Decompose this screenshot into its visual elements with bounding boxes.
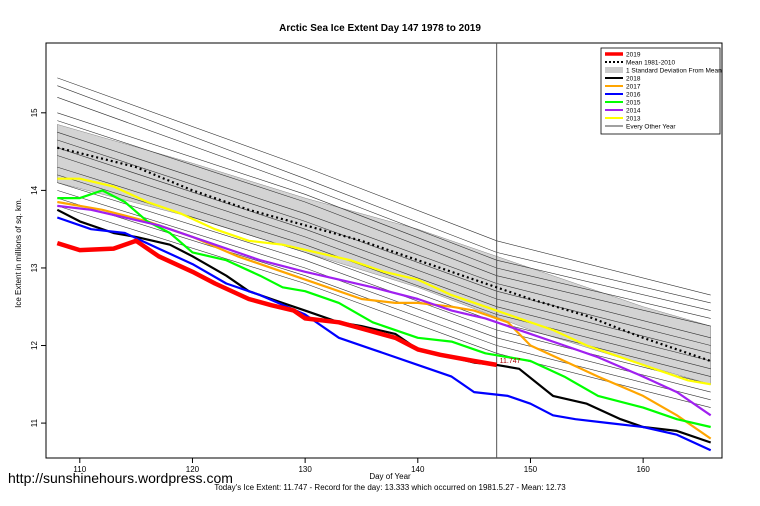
y-tick-label: 11	[30, 418, 39, 427]
other-year-line-2	[57, 97, 711, 311]
series-2015-line	[57, 189, 711, 429]
legend-label: 2017	[626, 84, 641, 91]
legend-swatch	[605, 67, 623, 73]
x-tick-label: 120	[186, 465, 200, 474]
x-tick-label: 140	[411, 465, 425, 474]
series-2016-line	[56, 216, 712, 452]
y-tick-label: 13	[30, 263, 39, 272]
legend-label: 2015	[626, 100, 641, 107]
legend-label: 2019	[626, 52, 641, 59]
legend-label: Every Other Year	[626, 124, 676, 131]
other-year-line-5	[57, 131, 711, 339]
y-tick-label: 12	[30, 341, 39, 350]
other-year-line-4	[57, 120, 711, 327]
y-tick-label: 14	[30, 185, 39, 194]
series-2014-line	[57, 204, 712, 417]
current-value-label: 11.747	[500, 358, 521, 365]
y-axis-label: Ice Extent in millions of sq. km.	[14, 198, 23, 308]
x-tick-label: 110	[73, 465, 86, 474]
chart-title: Arctic Sea Ice Extent Day 147 1978 to 20…	[279, 23, 481, 34]
series-2013-line	[57, 177, 711, 386]
other-year-line-8	[57, 155, 711, 362]
other-year-line-6	[57, 139, 711, 346]
other-year-line-3	[57, 112, 711, 319]
legend-label: Mean 1981-2010	[626, 60, 676, 67]
other-year-line-13	[57, 197, 711, 401]
series-2019-line	[56, 238, 498, 368]
x-tick-label: 130	[298, 465, 312, 474]
other-year-line-0	[57, 77, 711, 296]
other-year-line-1	[57, 85, 711, 304]
y-tick-label: 15	[30, 108, 39, 117]
plot-area: 11.747 110 120 130 140 150 160 11 12 13 14 15 2019Me…	[30, 42, 723, 474]
legend-label: 2013	[626, 116, 641, 123]
mean-line	[57, 146, 712, 363]
legend-label: 2016	[626, 92, 641, 99]
legend-label: 2014	[626, 108, 641, 115]
legend-box	[600, 47, 721, 135]
legend-label: 2018	[626, 76, 641, 83]
x-tick-label: 160	[636, 465, 650, 474]
other-year-line-7	[57, 147, 711, 354]
x-tick-label: 150	[524, 465, 538, 474]
legend-label: 1 Standard Deviation From Mean	[626, 68, 722, 75]
x-axis-label: Day of Year	[369, 472, 411, 481]
other-year-line-14	[57, 205, 711, 408]
plot-frame	[45, 42, 723, 459]
other-year-line-9	[57, 166, 711, 370]
series-2018-line	[56, 208, 712, 444]
site-watermark: http://sunshinehours.wordpress.com	[8, 470, 233, 486]
footer-summary: Today's Ice Extent: 11.747 - Record for …	[214, 483, 566, 492]
